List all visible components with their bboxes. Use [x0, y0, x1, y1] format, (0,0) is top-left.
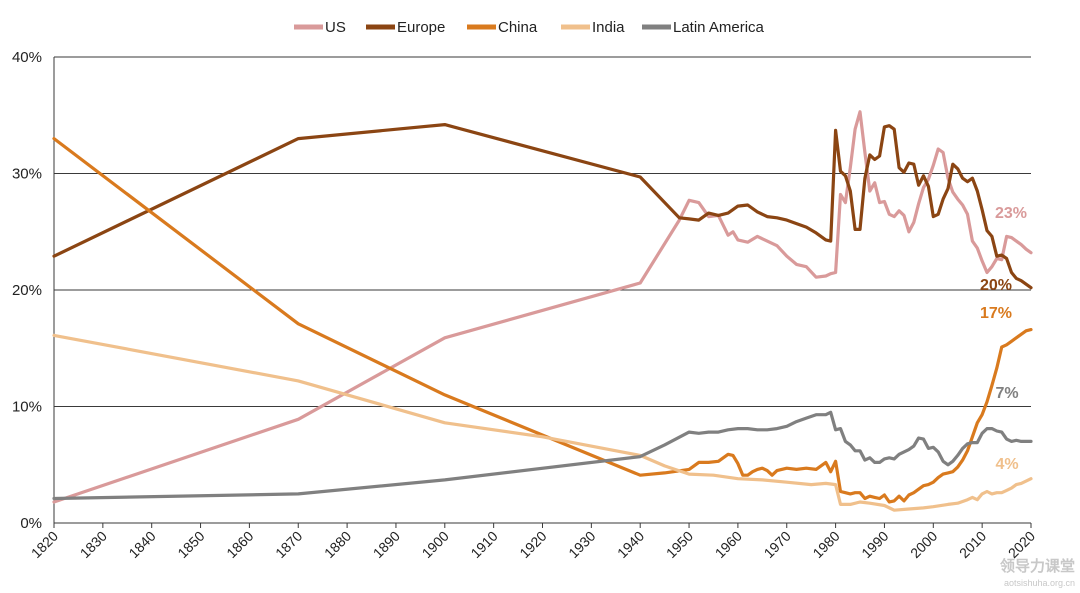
x-tick-label-1950: 1950	[663, 528, 696, 561]
gridlines	[54, 56, 1031, 407]
series-line-europe	[52, 123, 1033, 290]
watermark-text: 领导力课堂	[999, 557, 1075, 575]
x-tick-label-2000: 2000	[907, 528, 940, 561]
x-tick-label-1860: 1860	[223, 528, 256, 561]
x-tick-label-1820: 1820	[28, 528, 61, 561]
legend-label-us: US	[325, 19, 346, 36]
end-label-china: 17%	[980, 305, 1012, 322]
end-labels: 23% 20% 17% 4% 7%	[980, 205, 1027, 473]
x-tick-label-1900: 1900	[419, 528, 452, 561]
end-label-latin-america: 7%	[995, 385, 1018, 402]
series-line-india	[52, 333, 1033, 512]
x-tick-label-1970: 1970	[761, 528, 794, 561]
x-tick-label-1890: 1890	[370, 528, 403, 561]
x-tick-label-1990: 1990	[858, 528, 891, 561]
x-tick-label-1870: 1870	[272, 528, 305, 561]
x-tick-label-1830: 1830	[77, 528, 110, 561]
end-label-india: 4%	[995, 456, 1018, 473]
legend-label-china: China	[498, 19, 538, 36]
y-tick-label-0: 0%	[20, 515, 42, 532]
x-tick-label-1840: 1840	[125, 528, 158, 561]
x-axis-ticks: 1820 1830 1840 1850 1860 1870 1880 1890 1900 1910…	[28, 523, 1038, 561]
series-lines	[52, 110, 1033, 512]
end-label-us: 23%	[995, 205, 1027, 222]
series-line-us	[52, 110, 1033, 504]
x-tick-label-1980: 1980	[809, 528, 842, 561]
watermark: 领导力课堂 aotsishuha.org.cn	[999, 557, 1075, 588]
x-tick-label-1930: 1930	[565, 528, 598, 561]
legend-label-latin-america: Latin America	[673, 19, 765, 36]
x-tick-label-1940: 1940	[614, 528, 647, 561]
x-tick-label-1880: 1880	[321, 528, 354, 561]
watermark-subtext: aotsishuha.org.cn	[1004, 578, 1075, 588]
x-tick-label-1960: 1960	[712, 528, 745, 561]
y-tick-label-40: 40%	[12, 49, 42, 66]
series-line-latin-america	[52, 410, 1033, 501]
x-tick-label-1910: 1910	[467, 528, 500, 561]
x-tick-label-1920: 1920	[516, 528, 549, 561]
legend: US Europe China India Latin America	[294, 19, 765, 36]
y-tick-label-10: 10%	[12, 399, 42, 416]
y-tick-label-30: 30%	[12, 166, 42, 183]
y-axis-tick-labels: 0% 10% 20% 30% 40%	[12, 49, 42, 532]
end-label-europe: 20%	[980, 277, 1012, 294]
x-tick-label-2020: 2020	[1005, 528, 1038, 561]
series-line-china	[52, 137, 1033, 504]
legend-label-europe: Europe	[397, 19, 445, 36]
legend-label-india: India	[592, 19, 625, 36]
y-tick-label-20: 20%	[12, 282, 42, 299]
x-tick-label-2010: 2010	[956, 528, 989, 561]
x-tick-label-1850: 1850	[174, 528, 207, 561]
